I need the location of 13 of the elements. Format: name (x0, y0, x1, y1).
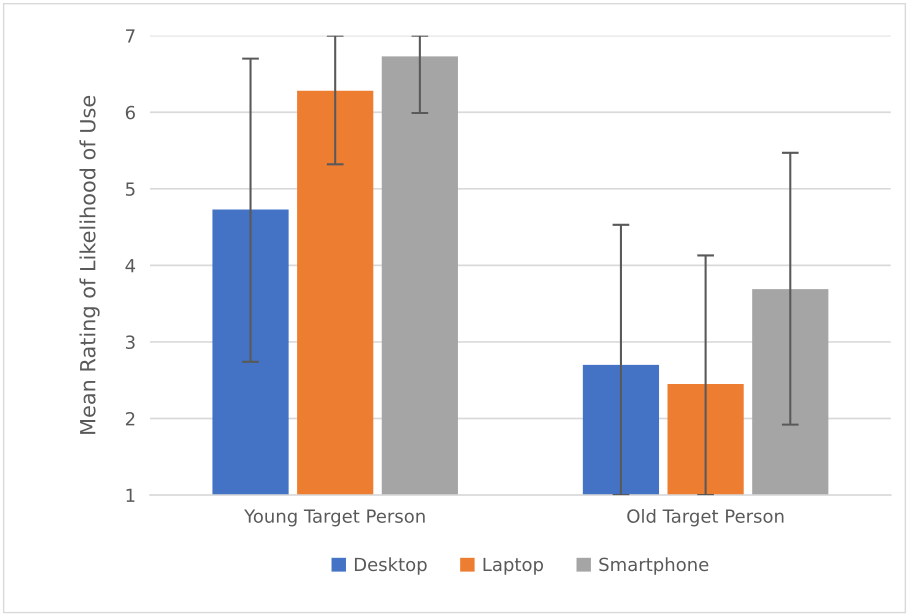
y-tick-label: 6 (126, 106, 135, 120)
y-tick-label: 7 (126, 29, 135, 43)
legend-label: Laptop (484, 558, 544, 575)
y-tick-label: 3 (126, 335, 135, 350)
y-tick-label: 1 (126, 488, 134, 502)
x-tick-label: Young Target Person (244, 510, 425, 526)
legend-label: Smartphone (599, 557, 708, 575)
x-tick-label: Old Target Person (627, 508, 784, 526)
y-tick-label: 5 (126, 182, 135, 196)
y-axis-title: Mean Rating of Likelihood of Use (79, 96, 100, 434)
legend-label: Desktop (354, 557, 427, 575)
y-tick-label: 4 (125, 259, 136, 272)
y-tick-label: 2 (126, 412, 134, 426)
